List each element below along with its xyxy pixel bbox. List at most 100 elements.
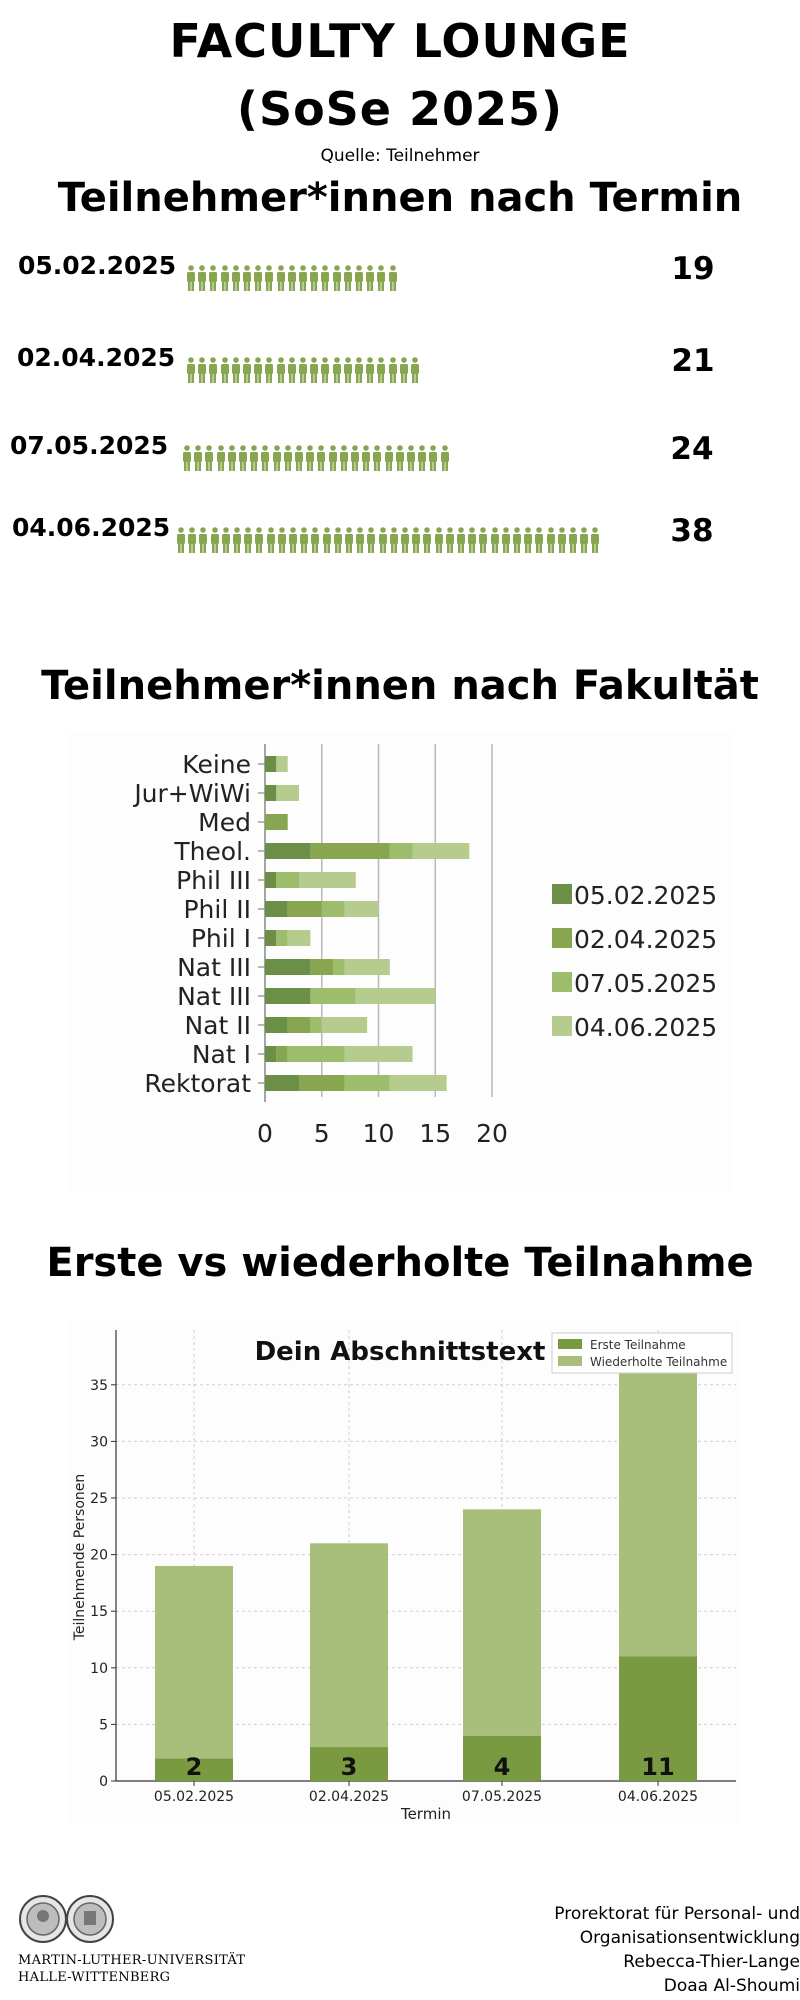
university-name-line1: MARTIN-LUTHER-UNIVERSITÄT bbox=[18, 1953, 246, 1968]
bar-segment bbox=[310, 1747, 388, 1781]
data-label: 11 bbox=[641, 1753, 674, 1781]
person-icon bbox=[231, 357, 241, 387]
y-tick-label: 5 bbox=[99, 1717, 108, 1733]
bar-segment bbox=[265, 843, 311, 859]
legend-label: 02.04.2025 bbox=[574, 925, 717, 954]
bar-segment bbox=[276, 930, 288, 946]
data-label: 3 bbox=[341, 1753, 358, 1781]
person-icon bbox=[220, 357, 230, 387]
person-icon bbox=[287, 265, 297, 295]
bar-segment bbox=[287, 930, 311, 946]
person-icon bbox=[366, 527, 376, 557]
person-icon bbox=[428, 445, 438, 475]
person-icon bbox=[350, 445, 360, 475]
bar-segment bbox=[265, 988, 311, 1004]
y-tick-label: Rektorat bbox=[144, 1069, 251, 1098]
bar-segment bbox=[265, 1046, 277, 1062]
person-icon bbox=[343, 265, 353, 295]
person-icon bbox=[254, 527, 264, 557]
legend-label: Wiederholte Teilnahme bbox=[590, 1355, 727, 1369]
bar-segment bbox=[355, 988, 436, 1004]
contact-name1: Rebecca-Thier-Lange bbox=[623, 1952, 800, 1972]
university-name-line2: HALLE-WITTENBERG bbox=[18, 1970, 171, 1985]
person-icon bbox=[333, 527, 343, 557]
person-icon bbox=[176, 527, 186, 557]
person-icon bbox=[344, 527, 354, 557]
person-icon bbox=[376, 265, 386, 295]
participation-bar-chart: 0 5 10 15 20 25 30 35 05.02.2025 2 02.04.2025 3 07.0… bbox=[66, 1320, 740, 1825]
person-icon bbox=[221, 527, 231, 557]
person-icon bbox=[399, 357, 409, 387]
person-icon bbox=[276, 357, 286, 387]
person-icon bbox=[320, 265, 330, 295]
y-tick-label: 10 bbox=[90, 1661, 108, 1677]
bar-segment bbox=[265, 872, 277, 888]
bar-segment bbox=[321, 901, 345, 917]
person-icon bbox=[534, 527, 544, 557]
x-tick-label: 10 bbox=[363, 1119, 395, 1148]
y-tick-label: Phil II bbox=[183, 895, 251, 924]
bar-segment bbox=[310, 843, 390, 859]
person-icon bbox=[242, 357, 252, 387]
bar-segment bbox=[333, 959, 345, 975]
x-axis-label: Termin bbox=[400, 1805, 451, 1823]
person-icon bbox=[253, 357, 263, 387]
pictogram-date-label: 04.06.2025 bbox=[12, 513, 171, 542]
person-icon bbox=[579, 527, 589, 557]
legend-label: 04.06.2025 bbox=[574, 1013, 717, 1042]
person-icon bbox=[272, 445, 282, 475]
person-icon bbox=[198, 527, 208, 557]
bar-segment bbox=[276, 785, 300, 801]
bar-segment bbox=[389, 843, 413, 859]
bar-segment bbox=[389, 1075, 447, 1091]
office-line2: Organisationsentwicklung bbox=[579, 1928, 800, 1948]
pictogram-date-label: 02.04.2025 bbox=[17, 343, 176, 372]
y-tick-label: Nat III bbox=[177, 953, 251, 982]
legend-label: 05.02.2025 bbox=[574, 881, 717, 910]
x-tick-label: 15 bbox=[419, 1119, 451, 1148]
person-icon bbox=[389, 527, 399, 557]
pictogram-count-label: 19 bbox=[671, 251, 715, 287]
pictogram-count-label: 38 bbox=[670, 513, 714, 549]
person-icon bbox=[365, 357, 375, 387]
person-icon bbox=[298, 265, 308, 295]
person-icon bbox=[193, 445, 203, 475]
person-icon bbox=[400, 527, 410, 557]
person-icon bbox=[478, 527, 488, 557]
y-tick-label: 30 bbox=[90, 1434, 108, 1450]
bar-segment bbox=[155, 1758, 233, 1781]
x-tick-label: 5 bbox=[314, 1119, 330, 1148]
x-tick-label: 04.06.2025 bbox=[618, 1789, 698, 1805]
y-tick-label: Phil III bbox=[176, 866, 251, 895]
office-info: Prorektorat für Personal- und Organisati… bbox=[460, 1902, 800, 1998]
bar-segment bbox=[619, 1656, 697, 1781]
person-icon bbox=[266, 527, 276, 557]
y-tick-label: Nat I bbox=[192, 1040, 251, 1069]
bar-segment bbox=[265, 1017, 288, 1033]
y-tick-label: 20 bbox=[90, 1548, 108, 1564]
section-title-teilnahme: Erste vs wiederholte Teilnahme bbox=[46, 1240, 754, 1286]
person-icon bbox=[231, 265, 241, 295]
person-icon bbox=[197, 265, 207, 295]
page-title: FACULTY LOUNGE bbox=[169, 14, 631, 68]
person-icon bbox=[467, 527, 477, 557]
person-icon bbox=[242, 265, 252, 295]
person-icon bbox=[294, 445, 304, 475]
person-icon bbox=[339, 445, 349, 475]
bar-segment bbox=[265, 959, 311, 975]
bar-segment bbox=[321, 1017, 368, 1033]
bar-segment bbox=[276, 872, 300, 888]
bar-segment bbox=[619, 1350, 697, 1657]
person-icon bbox=[411, 527, 421, 557]
person-icon bbox=[264, 357, 274, 387]
x-tick-label: 05.02.2025 bbox=[154, 1789, 234, 1805]
bar-segment bbox=[287, 901, 322, 917]
person-icon bbox=[208, 265, 218, 295]
legend-swatch bbox=[552, 884, 572, 904]
bar-segment bbox=[412, 843, 470, 859]
person-icon bbox=[276, 265, 286, 295]
person-icon bbox=[361, 445, 371, 475]
pictogram-count-label: 21 bbox=[671, 343, 715, 379]
person-icon bbox=[249, 445, 259, 475]
